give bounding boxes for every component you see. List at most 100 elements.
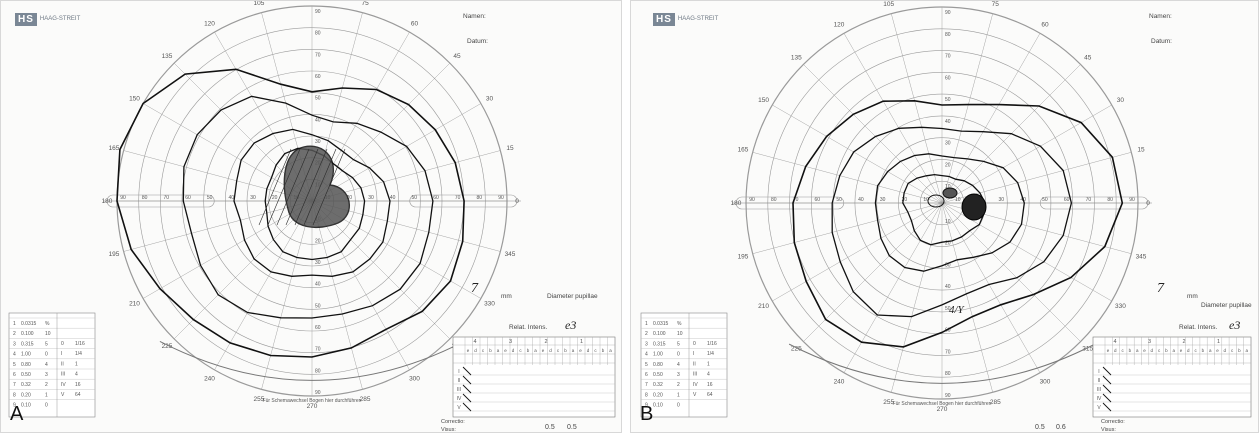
ring-label: 40 [945, 119, 951, 125]
meridian-line [772, 104, 943, 204]
object-size: II [61, 361, 64, 367]
meridian-label: 210 [129, 301, 140, 308]
pupil-label: Diameter pupillae [1201, 302, 1252, 309]
meridian-line [311, 200, 410, 371]
object-size: IV [61, 382, 66, 388]
visus-os: 0.6 [1056, 424, 1066, 431]
ring-label: 50 [1042, 197, 1048, 203]
ring-label: 90 [315, 390, 321, 396]
object-size: 0 [61, 341, 64, 347]
meridian-label: 60 [411, 21, 419, 28]
stimulus-table: 1 0.0315 %2 0.100 103 0.315 54 1.00 05 0.80 46 0.50… [640, 312, 728, 418]
table-cell: 0.32 [653, 382, 663, 388]
intensity-letter: b [527, 348, 530, 353]
table-cell: 0.20 [653, 392, 663, 398]
table-cell: 10 [45, 331, 51, 337]
intensity-letter: b [602, 348, 605, 353]
intensity-number: 4 [473, 339, 476, 345]
table-cell: 0.32 [21, 382, 31, 388]
ring-label: 20 [347, 195, 353, 201]
ring-label: 80 [945, 371, 951, 377]
object-size: 16 [707, 382, 713, 388]
ring-label: 40 [315, 282, 321, 288]
visual-field-diagram-b: 0153045607590105120135150165180195210225… [640, 1, 1252, 418]
object-label: IV [457, 396, 462, 402]
scotoma-mark: 4/Y [949, 304, 964, 316]
meridian-line [941, 202, 1081, 342]
object-size: 1/4 [75, 351, 82, 357]
object-size: 16 [75, 382, 81, 388]
ring-label: 60 [185, 195, 191, 201]
object-label: III [1097, 387, 1101, 393]
object-label: I [458, 369, 459, 375]
meridian-label: 30 [1117, 97, 1125, 104]
object-label: II [1098, 378, 1101, 384]
table-cell: 0.20 [21, 392, 31, 398]
intensity-number: 3 [1148, 339, 1151, 345]
ring-label: 60 [315, 325, 321, 331]
object-size: I [693, 351, 694, 357]
isopter-line [902, 173, 986, 246]
ring-label: 20 [272, 195, 278, 201]
ring-label: 80 [315, 31, 321, 37]
meridian-label: 135 [162, 53, 173, 60]
meridian-label: 345 [1136, 253, 1147, 260]
pupil-unit: mm [1187, 293, 1198, 300]
horizontal-scale-bar [106, 194, 215, 208]
object-size: IV [693, 382, 698, 388]
stimulus-table: 1 0.0315 %2 0.100 103 0.315 54 1.00 05 0.80 46 0.50… [8, 312, 96, 418]
object-size: 64 [707, 392, 713, 398]
correction-label: Correctio: [441, 419, 465, 425]
meridian-line [941, 202, 993, 393]
ring-label: 30 [250, 195, 256, 201]
ring-label: 30 [315, 260, 321, 266]
object-size: 64 [75, 392, 81, 398]
table-cell: 0.10 [21, 403, 31, 409]
intensity-letter: c [1158, 348, 1161, 353]
object-mark [1102, 375, 1112, 385]
ring-label: 30 [999, 197, 1005, 203]
isopter-line [874, 153, 1025, 272]
table-cell: 2 [677, 382, 680, 388]
ring-label: 30 [880, 197, 886, 203]
object-mark [1102, 402, 1112, 412]
intensity-letter: d [1224, 348, 1227, 353]
ring-label: 90 [498, 195, 504, 201]
pupil-value: 7 [471, 281, 478, 296]
ring-label: 20 [945, 241, 951, 247]
object-mark [462, 375, 472, 385]
table-cell: 0.100 [653, 331, 666, 337]
table-cell: % [677, 321, 682, 327]
table-cell: 2 [13, 331, 16, 337]
table-cell: 7 [13, 382, 16, 388]
meridian-label: 330 [1115, 303, 1126, 310]
ring-label: 40 [945, 284, 951, 290]
table-cell: 5 [13, 362, 16, 368]
meridian-line [803, 202, 943, 342]
meridian-label: 75 [992, 1, 1000, 8]
table-cell: 1 [677, 392, 680, 398]
object-size: III [693, 372, 697, 378]
scotoma-region [942, 187, 958, 199]
ring-label: 40 [858, 197, 864, 203]
isopter-line [233, 128, 391, 277]
meridian-label: 150 [758, 97, 769, 104]
meridian-label: 165 [109, 145, 120, 152]
table-cell: 0 [677, 352, 680, 358]
perimeter-grid: 0153045607590105120135150165180195210225… [731, 1, 1152, 413]
intensity-letter: d [1151, 348, 1154, 353]
table-cell: 0.10 [653, 403, 663, 409]
meridian-line [803, 64, 943, 204]
object-size: I [61, 351, 62, 357]
pupil-unit: mm [501, 293, 512, 300]
ring-label: 20 [945, 162, 951, 168]
logo-mark: HS [653, 13, 675, 27]
intensity-label: Relat. Intens. [1179, 324, 1218, 331]
scotoma-hatch [312, 148, 346, 226]
intensity-letter: b [489, 348, 492, 353]
object-size: II [693, 361, 696, 367]
intensity-number: 4 [1113, 339, 1116, 345]
ring-label: 70 [315, 52, 321, 58]
meridian-label: 60 [1041, 22, 1049, 29]
